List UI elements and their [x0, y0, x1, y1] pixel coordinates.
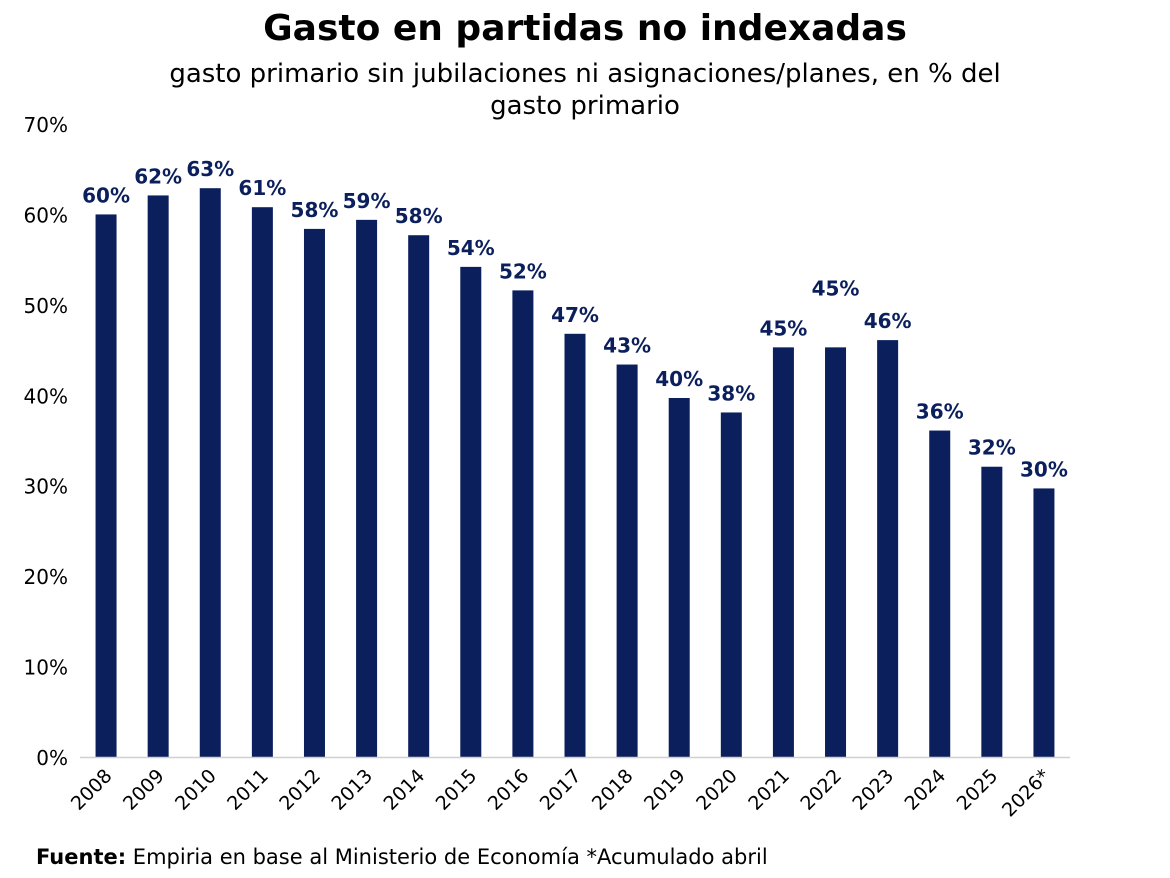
bar [981, 466, 1003, 757]
source-note: Fuente: Empiria en base al Ministerio de… [36, 845, 768, 869]
data-label: 52% [499, 259, 547, 283]
source-text: Empiria en base al Ministerio de Economí… [126, 845, 768, 869]
x-tick-label: 2011 [223, 765, 273, 815]
y-tick-label: 50% [24, 294, 68, 318]
x-tick-label: 2018 [588, 765, 638, 815]
bar [720, 412, 742, 757]
bar [356, 219, 378, 758]
data-label: 43% [603, 334, 651, 358]
x-tick-label: 2022 [796, 765, 846, 815]
bar [825, 347, 847, 757]
data-label: 62% [134, 164, 182, 188]
x-tick-label: 2021 [744, 765, 794, 815]
x-tick-label: 2009 [119, 765, 169, 815]
chart-title: Gasto en partidas no indexadas [263, 8, 907, 49]
bar [512, 290, 534, 757]
x-tick-label: 2014 [379, 765, 429, 815]
y-tick-label: 20% [24, 565, 68, 589]
bar [564, 333, 586, 757]
data-label: 30% [1020, 457, 1068, 481]
data-label: 38% [707, 381, 755, 405]
chart-subtitle: gasto primario sin jubilaciones ni asign… [169, 59, 1001, 121]
bar [95, 214, 117, 757]
bar [929, 430, 951, 757]
data-label: 58% [291, 198, 339, 222]
x-tick-label: 2012 [275, 765, 325, 815]
data-label: 36% [916, 400, 964, 424]
bars [95, 188, 1055, 758]
data-label: 45% [759, 316, 807, 340]
x-tick-label: 2013 [327, 765, 377, 815]
bar-chart: 0%10%20%30%40%50%60%70% 60%62% 63%61%58% 5… [24, 113, 1070, 821]
bar [408, 235, 430, 757]
x-tick-label: 2010 [171, 765, 221, 815]
data-label: 40% [655, 367, 703, 391]
bar [199, 188, 221, 757]
bar [877, 340, 899, 757]
x-tick-label: 2020 [692, 765, 742, 815]
x-tick-label: 2008 [67, 765, 117, 815]
x-axis: 2008 2009 2010 2011 2012 2013 2014 2015 2016 2017… [67, 756, 1070, 821]
x-tick-label: 2017 [536, 765, 586, 815]
source-label: Fuente: [36, 845, 127, 869]
data-label: 46% [864, 309, 912, 333]
x-tick-label: 2024 [901, 765, 951, 815]
bar [616, 364, 638, 757]
bar [772, 347, 794, 757]
x-tick-label: 2026* [998, 765, 1054, 821]
x-tick-label: 2025 [953, 765, 1003, 815]
data-labels: 60%62% 63%61%58% 59%58%54%52%47%43%40%38%4… [82, 157, 1068, 481]
x-tick-label: 2023 [848, 765, 898, 815]
y-tick-label: 0% [36, 746, 68, 770]
x-tick-label: 2019 [640, 765, 690, 815]
data-label: 54% [447, 236, 495, 260]
x-tick-label: 2016 [484, 765, 534, 815]
y-tick-label: 60% [24, 203, 68, 227]
y-tick-label: 30% [24, 475, 68, 499]
data-label: 61% [238, 176, 286, 200]
data-label: 45% [812, 277, 860, 301]
bar [1033, 488, 1055, 757]
y-axis: 0% 10% 20% 30% 40% 50% 60% 70% [24, 113, 68, 770]
data-label: 58% [395, 204, 443, 228]
y-tick-label: 70% [24, 113, 68, 137]
bar [460, 266, 482, 757]
y-tick-label: 10% [24, 656, 68, 680]
bar [251, 207, 273, 758]
data-label: 60% [82, 183, 130, 207]
data-label: 32% [968, 436, 1016, 460]
bar [147, 195, 169, 757]
bar [668, 397, 690, 757]
x-tick-label: 2015 [432, 765, 482, 815]
bar [303, 228, 325, 757]
data-label: 63% [186, 157, 234, 181]
data-label: 59% [343, 189, 391, 213]
y-tick-label: 40% [24, 384, 68, 408]
data-label: 47% [551, 303, 599, 327]
